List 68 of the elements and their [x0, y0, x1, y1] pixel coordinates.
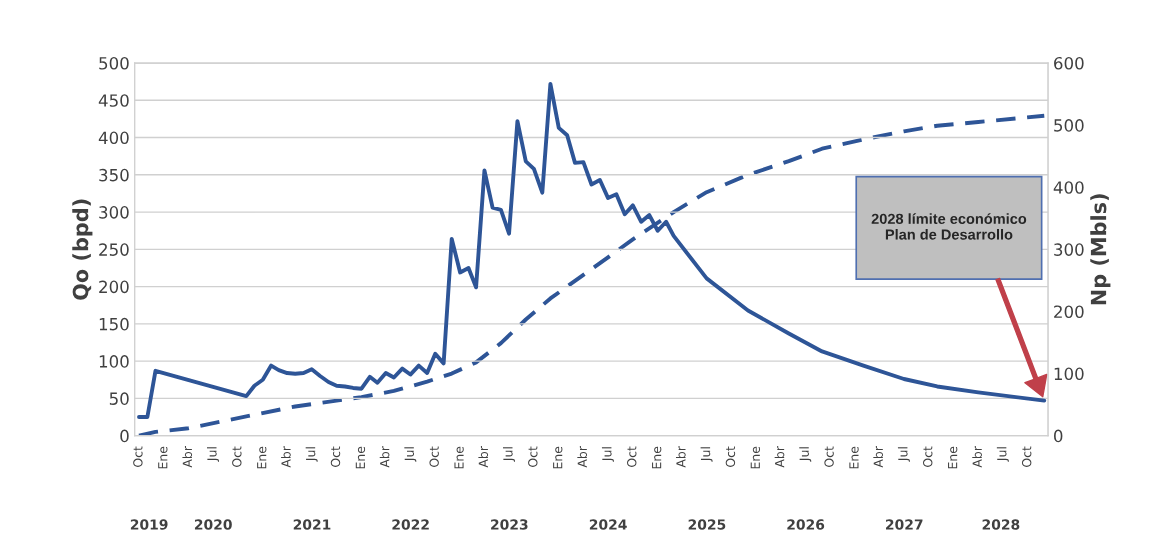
annotation: 2028 límite económico Plan de Desarrollo: [871, 213, 1027, 240]
x-tick-label: Oct: [824, 446, 834, 467]
y2-tick-label: 600: [1054, 56, 1084, 70]
text: 2021: [293, 519, 331, 530]
x-tick-label: Oct: [133, 446, 143, 467]
x-tick-label: Abr: [972, 446, 982, 468]
x-tick-label: Abr: [676, 446, 686, 468]
y2-tick-label: 0: [1054, 429, 1063, 443]
x-tick-label: Jul: [897, 447, 910, 462]
y-tick-label: 500: [99, 56, 129, 70]
y-tick-label: 300: [99, 206, 129, 219]
y2-axis-title: Np (Mbls): [1090, 194, 1111, 305]
x-tick-label: Oct: [725, 446, 736, 467]
y-tick-label: 200: [99, 280, 129, 294]
x-tick-label: Ene: [158, 446, 168, 469]
x-tick-label: Oct: [528, 446, 538, 467]
x-tick-label: Oct: [923, 446, 933, 467]
x-tick-label: Ene: [849, 446, 859, 469]
x-tick-label: Jul: [207, 447, 220, 462]
y2-tick-label: 500: [1054, 119, 1084, 132]
text: 2024: [589, 519, 627, 530]
text: 2023: [491, 519, 528, 530]
text: 2028: [982, 519, 1020, 530]
x-tick-label: Ene: [652, 446, 662, 469]
x-tick-label: Abr: [873, 446, 883, 468]
x-tick-label: Ene: [553, 446, 563, 469]
y-tick-label: 400: [98, 131, 129, 145]
text: 2020: [194, 519, 232, 530]
x-tick-label: Jul: [305, 447, 318, 462]
x-tick-label: Jul: [700, 447, 713, 462]
x-tick-label: Oct: [330, 446, 341, 467]
x-tick-label: Jul: [601, 447, 614, 462]
x-tick-label: Ene: [355, 446, 366, 469]
x-tick-label: Abr: [182, 446, 193, 468]
x-tick-label: Jul: [503, 447, 515, 462]
text: 2022: [392, 519, 429, 530]
x-tick-label: Ene: [257, 446, 267, 469]
y2-tick-label: 400: [1053, 181, 1084, 194]
text: 2026: [787, 519, 825, 530]
y-tick-label: 250: [99, 243, 129, 256]
y2-tick-label: 200: [1054, 305, 1084, 319]
text: 2027: [886, 519, 923, 530]
x-tick-label: Abr: [478, 446, 489, 468]
y-tick-label: 450: [98, 94, 129, 107]
y-tick-label: 100: [99, 355, 129, 368]
x-tick-label: Abr: [281, 446, 291, 468]
text: 2025: [688, 519, 726, 530]
x-tick-label: Ene: [454, 446, 464, 469]
x-tick-label: Oct: [1021, 446, 1032, 467]
x-tick-label: Jul: [404, 447, 417, 462]
x-tick-label: Oct: [232, 446, 242, 467]
text: 2019: [130, 519, 168, 530]
y-tick-label: 0: [120, 429, 129, 443]
y2-tick-label: 300: [1054, 243, 1084, 256]
x-tick-label: Oct: [429, 446, 439, 467]
x-tick-label: Jul: [799, 447, 812, 462]
x-tick-label: Ene: [948, 446, 958, 469]
y2-tick-label: 100: [1054, 367, 1084, 381]
x-tick-label: Jul: [996, 447, 1009, 462]
x-tick-label: Abr: [577, 446, 588, 468]
y-tick-label: 150: [99, 317, 129, 331]
y-axis-title: Qo (bpd): [72, 199, 93, 300]
x-tick-label: Abr: [774, 446, 785, 468]
x-tick-label: Oct: [627, 446, 637, 467]
y-tick-label: 350: [99, 168, 129, 182]
x-tick-label: Ene: [750, 446, 761, 469]
y-tick-label: 50: [109, 392, 129, 405]
x-tick-label: Abr: [379, 446, 390, 468]
